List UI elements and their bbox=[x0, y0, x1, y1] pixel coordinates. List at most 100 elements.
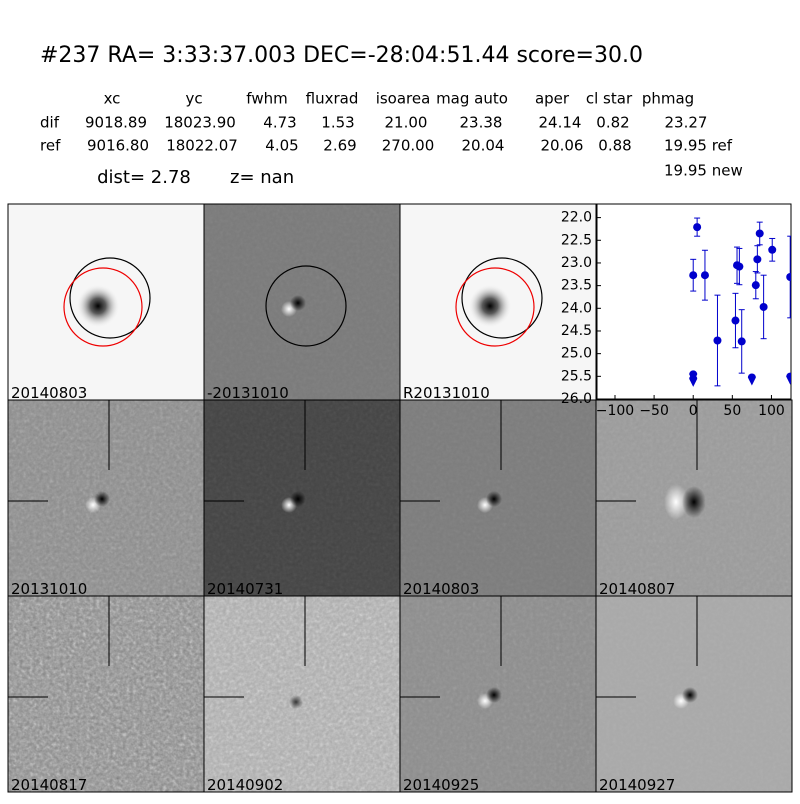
panel-label: 20140902 bbox=[207, 776, 283, 794]
image-panel: 20140803 bbox=[399, 399, 597, 598]
y-tick-label: 23.5 bbox=[561, 278, 592, 294]
detection bbox=[693, 223, 702, 232]
new-circle bbox=[455, 267, 535, 347]
y-tick-label: 22.5 bbox=[561, 232, 592, 248]
column-header: fluxrad bbox=[306, 90, 359, 108]
row-label: dif bbox=[40, 114, 60, 132]
panel-label: 20140807 bbox=[599, 580, 675, 598]
column-header: yc bbox=[185, 90, 202, 108]
detection bbox=[759, 302, 768, 311]
y-tick-label: 25.0 bbox=[561, 346, 592, 362]
cell: 18023.90 bbox=[164, 114, 236, 132]
detection bbox=[786, 273, 791, 282]
panel-label: 20140803 bbox=[11, 384, 87, 402]
image-panel: 20131010 bbox=[7, 399, 205, 598]
cell: 9018.89 bbox=[85, 114, 147, 132]
cell: 2.69 bbox=[323, 137, 356, 155]
column-header: aper bbox=[535, 90, 570, 108]
x-tick-label: 0 bbox=[689, 403, 698, 419]
x-tick-label: 100 bbox=[758, 403, 785, 419]
source-positive bbox=[682, 486, 706, 518]
title: #237 RA= 3:33:37.003 DEC=-28:04:51.44 sc… bbox=[40, 43, 643, 68]
x-tick-label: −100 bbox=[596, 403, 634, 419]
column-header: fwhm bbox=[246, 90, 287, 108]
detection bbox=[700, 271, 709, 280]
image-panel: 20140902 bbox=[203, 595, 401, 794]
source-positive bbox=[486, 687, 502, 703]
cell: 1.53 bbox=[321, 114, 354, 132]
plot-marks bbox=[689, 217, 791, 387]
cell: 19.95 ref bbox=[664, 137, 733, 155]
y-tick-label: 22.0 bbox=[561, 210, 592, 226]
y-tick-label: 25.5 bbox=[561, 368, 592, 384]
source bbox=[289, 695, 303, 709]
y-tick-label: 26.0 bbox=[561, 391, 592, 407]
column-header: xc bbox=[104, 90, 121, 108]
detection bbox=[735, 262, 744, 271]
y-tick-label: 24.0 bbox=[561, 300, 592, 316]
image-panel: 20140925 bbox=[399, 595, 597, 794]
new-circle bbox=[63, 267, 143, 347]
source-positive bbox=[94, 491, 110, 507]
cell: 18022.07 bbox=[166, 137, 238, 155]
cell: 4.05 bbox=[265, 137, 298, 155]
panel-label: 20131010 bbox=[11, 580, 87, 598]
cell: 9016.80 bbox=[87, 137, 149, 155]
detection bbox=[689, 271, 698, 280]
upper-limit bbox=[747, 373, 756, 386]
dist: dist= 2.78 bbox=[97, 167, 191, 188]
image-panel: R20131010 bbox=[399, 203, 597, 402]
source-positive bbox=[682, 687, 698, 703]
panel-frame bbox=[595, 595, 793, 793]
image-panel: -20131010 bbox=[203, 203, 401, 402]
detection bbox=[753, 255, 762, 264]
source-positive bbox=[290, 491, 306, 507]
panel-label: R20131010 bbox=[403, 384, 490, 402]
image-panel: 20140927 bbox=[595, 595, 793, 794]
z-value: z= nan bbox=[230, 167, 294, 188]
source-positive bbox=[290, 295, 306, 311]
column-header: phmag bbox=[642, 90, 694, 108]
image-panel: 20140807 bbox=[595, 399, 793, 598]
panel-label: 20140731 bbox=[207, 580, 283, 598]
detection bbox=[755, 229, 764, 238]
panel-label: 20140817 bbox=[11, 776, 87, 794]
y-tick-label: 23.0 bbox=[561, 255, 592, 271]
detection bbox=[768, 245, 777, 254]
cell: 0.82 bbox=[596, 114, 629, 132]
image-panel: 20140803 bbox=[7, 203, 205, 402]
panel-label: 20140925 bbox=[403, 776, 479, 794]
column-header: cl star bbox=[586, 90, 633, 108]
noise bbox=[204, 596, 400, 792]
detection bbox=[751, 281, 760, 290]
image-panel: 20140817 bbox=[7, 595, 205, 794]
detection bbox=[731, 316, 740, 325]
image-panel: 20140731 bbox=[203, 399, 401, 598]
panel-label: -20131010 bbox=[207, 384, 289, 402]
ref-circle bbox=[69, 257, 151, 339]
column-header: isoarea bbox=[376, 90, 431, 108]
source bbox=[76, 284, 120, 328]
upper-limit bbox=[689, 374, 698, 387]
cell: 23.27 bbox=[665, 114, 708, 132]
cell: 23.38 bbox=[460, 114, 503, 132]
source bbox=[468, 284, 512, 328]
ref-circle bbox=[461, 257, 543, 339]
cell: 0.88 bbox=[598, 137, 631, 155]
panel-label: 20140803 bbox=[403, 580, 479, 598]
noise bbox=[8, 596, 204, 792]
column-header: mag auto bbox=[436, 90, 508, 108]
upper-limit bbox=[786, 372, 791, 385]
row-label: ref bbox=[40, 137, 61, 155]
extra-mag: 19.95 new bbox=[664, 162, 743, 180]
ref-circle bbox=[265, 265, 347, 347]
cell: 270.00 bbox=[382, 137, 435, 155]
detection bbox=[737, 337, 746, 346]
detection bbox=[713, 336, 722, 345]
cell: 20.06 bbox=[541, 137, 584, 155]
x-tick-label: −50 bbox=[639, 403, 669, 419]
cell: 20.04 bbox=[462, 137, 505, 155]
cell: 4.73 bbox=[263, 114, 296, 132]
y-tick-label: 24.5 bbox=[561, 323, 592, 339]
